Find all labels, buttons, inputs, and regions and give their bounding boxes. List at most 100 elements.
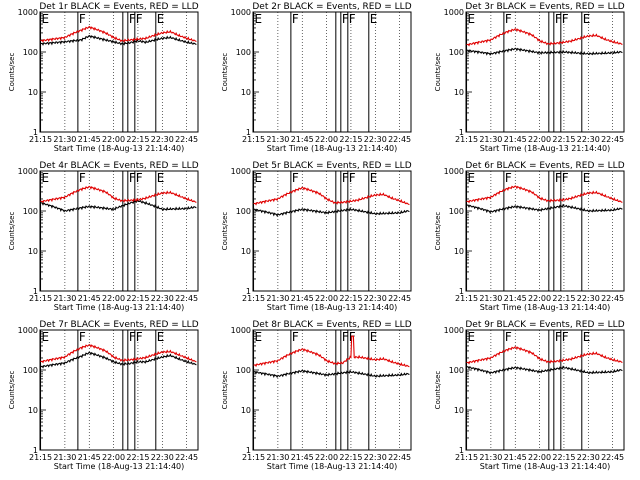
y-tick-label: 1000 — [231, 167, 251, 176]
y-axis-label: Counts/sec — [434, 53, 442, 92]
event-marker-label: E — [583, 171, 591, 185]
x-tick-label: 22:30 — [364, 453, 387, 462]
series-lld — [466, 185, 623, 204]
event-marker-label: E — [468, 12, 476, 26]
x-tick-label: 21:30 — [53, 453, 76, 462]
x-tick-label: 21:45 — [291, 453, 314, 462]
series-events — [40, 198, 197, 213]
y-axis-label: Counts/sec — [8, 53, 16, 92]
series-events — [40, 34, 197, 46]
series-events — [466, 47, 623, 56]
x-axis-label: Start Time (18-Aug-13 21:14:40) — [54, 462, 185, 471]
event-marker-label: FF — [342, 12, 356, 26]
x-tick-label: 22:15 — [126, 135, 149, 144]
plot-frame — [252, 11, 412, 133]
x-tick-label: 22:00 — [315, 453, 338, 462]
event-marker-label: E — [157, 330, 165, 344]
x-tick-label: 21:30 — [53, 135, 76, 144]
event-marker-label: FF — [342, 330, 356, 344]
y-tick-label: 1000 — [18, 326, 38, 335]
series-lld — [40, 343, 197, 364]
x-axis-label: Start Time (18-Aug-13 21:14:40) — [267, 144, 398, 153]
event-marker-label: FF — [555, 330, 569, 344]
event-marker-label: FF — [555, 171, 569, 185]
event-marker-label: E — [370, 12, 378, 26]
x-tick-label: 22:45 — [175, 294, 198, 303]
event-marker-label: E — [370, 330, 378, 344]
x-axis-label: Start Time (18-Aug-13 21:14:40) — [54, 303, 185, 312]
event-marker-label: E — [157, 12, 165, 26]
x-tick-label: 21:30 — [53, 294, 76, 303]
y-tick-label: 1000 — [231, 8, 251, 17]
plot-frame — [252, 329, 412, 451]
plot-frame — [39, 11, 199, 133]
x-tick-label: 21:45 — [504, 453, 527, 462]
series-lld — [40, 25, 197, 43]
x-tick-label: 21:15 — [242, 453, 265, 462]
y-tick-label: 10 — [28, 88, 38, 97]
x-tick-label: 22:30 — [364, 135, 387, 144]
x-tick-label: 21:15 — [242, 135, 265, 144]
event-marker-label: F — [292, 330, 299, 344]
event-marker-label: E — [255, 330, 263, 344]
y-tick-label: 100 — [449, 207, 464, 216]
event-marker-label: FF — [129, 171, 143, 185]
panel-title: Det 4r BLACK = Events, RED = LLD — [39, 161, 198, 171]
x-tick-label: 21:45 — [78, 294, 101, 303]
x-tick-label: 22:45 — [601, 135, 624, 144]
x-tick-label: 22:00 — [315, 135, 338, 144]
x-tick-label: 22:45 — [388, 294, 411, 303]
event-marker-label: F — [505, 12, 512, 26]
panel-title: Det 5r BLACK = Events, RED = LLD — [252, 161, 411, 171]
series-lld — [253, 186, 410, 206]
x-tick-label: 22:15 — [552, 135, 575, 144]
series-events — [253, 369, 410, 379]
x-axis-label: Start Time (18-Aug-13 21:14:40) — [480, 462, 611, 471]
event-marker-label: FF — [555, 12, 569, 26]
y-tick-label: 1 — [459, 446, 464, 455]
x-tick-label: 22:15 — [552, 294, 575, 303]
x-tick-label: 22:15 — [339, 453, 362, 462]
x-tick-label: 21:15 — [29, 453, 52, 462]
y-tick-label: 10 — [454, 247, 464, 256]
y-tick-label: 1000 — [444, 167, 464, 176]
y-tick-label: 100 — [236, 207, 251, 216]
y-axis-label: Counts/sec — [8, 371, 16, 410]
y-tick-label: 1 — [246, 287, 251, 296]
x-tick-label: 21:15 — [455, 294, 478, 303]
x-axis-label: Start Time (18-Aug-13 21:14:40) — [480, 144, 611, 153]
plot-frame — [39, 329, 199, 451]
event-marker-label: F — [79, 12, 86, 26]
x-tick-label: 22:45 — [388, 453, 411, 462]
x-tick-label: 22:30 — [151, 135, 174, 144]
series-lld — [466, 28, 623, 47]
x-tick-label: 21:30 — [479, 453, 502, 462]
panel-title: Det 8r BLACK = Events, RED = LLD — [252, 320, 411, 330]
event-marker-label: E — [42, 12, 50, 26]
x-tick-label: 21:30 — [266, 294, 289, 303]
x-tick-label: 21:45 — [291, 294, 314, 303]
y-tick-label: 100 — [236, 366, 251, 375]
x-tick-label: 22:00 — [528, 453, 551, 462]
panel-det-8r: Det 8r BLACK = Events, RED = LLD 21:15 21:… — [221, 320, 412, 471]
y-tick-label: 100 — [23, 366, 38, 375]
y-tick-label: 1 — [33, 446, 38, 455]
panel-title: Det 7r BLACK = Events, RED = LLD — [39, 320, 198, 330]
y-tick-label: 1000 — [231, 326, 251, 335]
event-marker-label: FF — [342, 171, 356, 185]
y-tick-label: 100 — [23, 48, 38, 57]
x-tick-label: 21:30 — [479, 294, 502, 303]
x-tick-label: 21:45 — [291, 135, 314, 144]
panel-title: Det 6r BLACK = Events, RED = LLD — [465, 161, 624, 171]
x-tick-label: 22:00 — [102, 294, 125, 303]
panel-title: Det 1r BLACK = Events, RED = LLD — [39, 2, 198, 12]
x-axis-label: Start Time (18-Aug-13 21:14:40) — [267, 303, 398, 312]
series-events — [40, 351, 197, 369]
y-tick-label: 10 — [454, 406, 464, 415]
event-marker-label: E — [157, 171, 165, 185]
